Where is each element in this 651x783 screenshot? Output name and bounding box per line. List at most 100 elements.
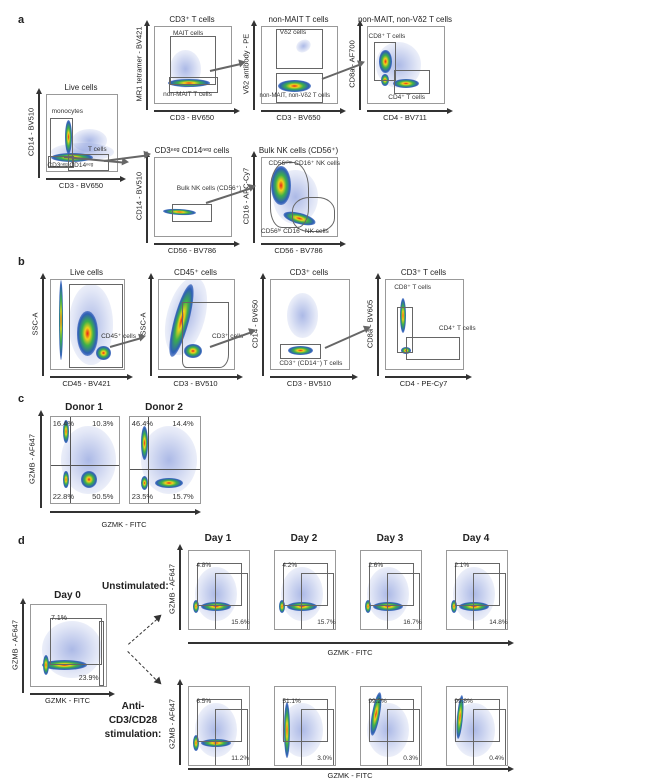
a-cd3neg-cd14neg-title: CD3ⁿᵉᵍ CD14ⁿᵉᵍ cells bbox=[154, 146, 230, 155]
d-stimulated-day3-gate-label: 99.2% bbox=[368, 698, 387, 706]
d-day-title: Day 4 bbox=[462, 533, 490, 544]
a-cd3-t-cells-x-axis bbox=[154, 110, 234, 112]
b-live-cells-plot-area bbox=[50, 279, 125, 370]
a-non-mait-non-vd2-x-arrow-icon bbox=[447, 107, 453, 114]
b-cd3-cells-x-arrow-icon bbox=[352, 373, 358, 380]
a-non-mait-gate bbox=[275, 72, 323, 103]
d-arrow-to-stimulated bbox=[127, 651, 160, 684]
b-cd3-cells-y-arrow-icon bbox=[259, 273, 266, 279]
d-stimulated-day3-gate-label: 0.3% bbox=[403, 755, 419, 763]
d-stimulated-day4-gate bbox=[454, 699, 500, 743]
a-live-cells-y-axis bbox=[38, 94, 40, 178]
d-row0-x-arrow-icon bbox=[508, 639, 514, 646]
b-cd3-cells-y-label: CD14 - BV650 bbox=[250, 299, 260, 348]
b-live-cells-x-axis bbox=[50, 376, 127, 378]
a-live-cells-x-label: CD3 - BV650 bbox=[58, 181, 104, 190]
b-cd45-cells-x-axis bbox=[158, 376, 237, 378]
a-live-cells-title: Live cells bbox=[64, 83, 98, 92]
a-non-mait-non-vd2-title: non-MAIT, non-Vδ2 T cells bbox=[357, 15, 453, 24]
c-donor-2-quadrant-line bbox=[148, 417, 150, 503]
d-unstimulated-y-axis bbox=[179, 550, 181, 630]
a-bulk-nk-gate bbox=[269, 161, 309, 228]
a-non-mait-non-vd2-y-axis bbox=[359, 26, 361, 110]
a-cd3-t-cells-title: CD3⁺ T cells bbox=[169, 15, 215, 24]
a-non-mait-gate-label: Vδ2 cells bbox=[279, 29, 307, 37]
d-stimulated-y-axis bbox=[179, 685, 181, 765]
d-stimulated-day4-gate bbox=[472, 708, 506, 765]
d-unstimulated-day3-density-population bbox=[373, 601, 403, 612]
d-stimulated-day4-gate-label: 99.8% bbox=[454, 698, 473, 706]
d-day0-plot-area bbox=[30, 604, 107, 687]
d-unstimulated-day2-gate bbox=[300, 572, 334, 629]
a-non-mait-non-vd2-plot-area bbox=[367, 26, 445, 104]
c-x-arrow-icon bbox=[195, 508, 201, 515]
a-non-mait-non-vd2-gate bbox=[374, 42, 396, 81]
d-stimulated-day2-gate bbox=[300, 708, 334, 765]
b-cd3-t-cells-x-label: CD4 - PE-Cy7 bbox=[399, 379, 448, 388]
b-live-cells-gate bbox=[68, 284, 124, 369]
a-cd3-t-cells-y-arrow-icon bbox=[143, 20, 150, 26]
a-cd3neg-cd14neg-y-axis bbox=[146, 157, 148, 243]
a-cd3-t-cells-gate bbox=[168, 77, 218, 93]
a-cd3-t-cells-plot-area bbox=[154, 26, 232, 104]
a-non-mait-non-vd2-y-arrow-icon bbox=[356, 20, 363, 26]
d-day-title: Day 3 bbox=[376, 533, 404, 544]
c-donor-2-density-population bbox=[140, 476, 148, 491]
b-live-cells-x-arrow-icon bbox=[127, 373, 133, 380]
a-bulk-nk-y-arrow-icon bbox=[250, 151, 257, 157]
c-donor-1-density-population bbox=[63, 471, 69, 489]
b-cd3-cells-gate bbox=[280, 344, 322, 360]
d-unstimulated-day2-gate-label: 4.2% bbox=[282, 562, 298, 570]
d-stimulated-day1-plot-area bbox=[188, 686, 250, 766]
a-cd3neg-cd14neg-x-axis bbox=[154, 243, 234, 245]
arrow-nonmait-to-nonmait-plot-head-icon bbox=[238, 57, 247, 68]
b-cd3-t-cells-title: CD3⁺ T cells bbox=[400, 268, 447, 277]
b-cd3-cells-plot-area bbox=[270, 279, 350, 370]
d-stimulated-label: Anti-CD3/CD28 stimulation: bbox=[104, 701, 162, 740]
a-live-cells-gate bbox=[49, 117, 73, 167]
d-stimulated-day2-gate-label: 3.0% bbox=[317, 755, 333, 763]
a-cd3-t-cells-x-arrow-icon bbox=[234, 107, 240, 114]
a-live-cells-density-population bbox=[64, 120, 72, 154]
c-donor-1-title: Donor 1 bbox=[65, 402, 103, 413]
d-unstimulated-day2-gate-label: 15.7% bbox=[317, 619, 336, 627]
a-bulk-nk-x-axis bbox=[261, 243, 340, 245]
d-unstimulated-day3-density-population bbox=[365, 600, 372, 613]
d-unstimulated-day2-density-population bbox=[279, 600, 286, 613]
b-cd3-t-cells-gate bbox=[406, 336, 461, 361]
b-cd45-cells-y-axis bbox=[150, 279, 152, 376]
a-live-cells-y-arrow-icon bbox=[35, 88, 42, 94]
a-cd3neg-cd14neg-gate bbox=[171, 204, 212, 222]
d-unstimulated-day3-gate bbox=[368, 563, 414, 607]
d-day0-gate bbox=[49, 617, 102, 666]
a-non-mait-non-vd2-x-label: CD4 - BV711 bbox=[383, 113, 427, 122]
b-cd3-t-cells-gate bbox=[396, 306, 413, 354]
a-live-cells-y-label: CD14 - BV510 bbox=[26, 107, 36, 157]
d-arrow-to-unstimulated bbox=[128, 616, 161, 645]
d-unstimulated-day2-plot-area bbox=[274, 550, 336, 630]
a-non-mait-plot-area bbox=[261, 26, 338, 104]
a-cd3neg-cd14neg-gate-label: Bulk NK cells (CD56⁺) bbox=[176, 185, 242, 193]
c-donor-2-quadrant-line bbox=[130, 468, 200, 470]
d-unstimulated-y-label: GZMB - AF647 bbox=[167, 563, 177, 615]
b-cd3-t-cells-y-axis bbox=[377, 279, 379, 376]
d-day0-gate bbox=[98, 621, 105, 686]
a-non-mait-non-vd2-gate bbox=[393, 69, 431, 95]
d-unstimulated-label: Unstimulated: bbox=[102, 581, 169, 592]
d-unstimulated-day3-gate-label: 2.6% bbox=[368, 562, 384, 570]
b-live-cells-x-label: CD45 - BV421 bbox=[62, 379, 111, 388]
c-donor-2-gate-label: 14.4% bbox=[172, 418, 194, 428]
b-live-cells-density-population bbox=[76, 311, 99, 356]
b-cd45-cells-gate-label: CD3⁺ cells bbox=[212, 333, 244, 341]
d-stimulated-day1-gate bbox=[196, 699, 242, 743]
d-unstimulated-day4-scatter-cloud bbox=[453, 566, 495, 622]
arrow-tcells-to-cd3-head-icon bbox=[143, 149, 152, 159]
b-cd3-t-cells-y-arrow-icon bbox=[374, 273, 381, 279]
a-cd3-t-cells-density-population bbox=[167, 79, 211, 88]
b-cd3-t-cells-x-arrow-icon bbox=[466, 373, 472, 380]
b-live-cells-y-label: SSC-A bbox=[30, 312, 40, 335]
b-cd3-t-cells-gate-label: CD4⁺ T cells bbox=[438, 324, 476, 332]
a-cd3-t-cells-y-label: MR1 tetramer - BV421 bbox=[134, 26, 144, 102]
b-live-cells-y-arrow-icon bbox=[39, 273, 46, 279]
